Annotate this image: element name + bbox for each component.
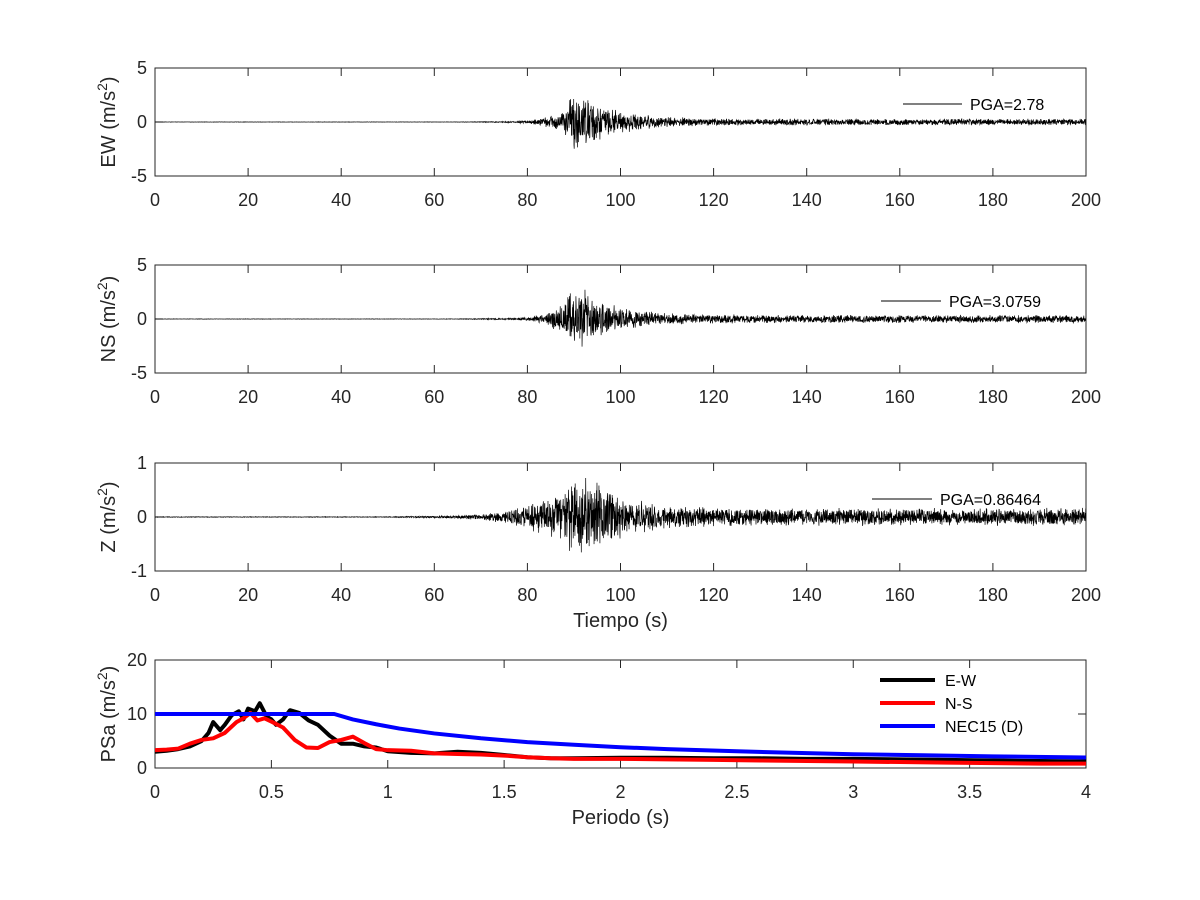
y-axis-label-main: NS (m/s xyxy=(98,290,120,362)
x-tick-label: 0 xyxy=(150,387,160,407)
y-axis-label-end: ) xyxy=(98,666,120,673)
x-tick-label: 20 xyxy=(238,387,258,407)
x-tick-label: 40 xyxy=(331,387,351,407)
legend-entry: NEC15 (D) xyxy=(945,719,1023,736)
pga-legend-label: PGA=2.78 xyxy=(970,97,1044,114)
x-tick-label: 20 xyxy=(238,585,258,605)
y-tick-label: 5 xyxy=(137,255,147,275)
y-axis-label-superscript: 2 xyxy=(94,83,110,91)
x-tick-label: 120 xyxy=(699,387,729,407)
y-axis-label: PSa (m/s2) xyxy=(94,666,120,763)
y-axis-label-main: EW (m/s xyxy=(98,91,120,168)
x-tick-label: 1 xyxy=(383,782,393,802)
x-axis-label: Periodo (s) xyxy=(572,807,670,829)
y-axis-label-superscript: 2 xyxy=(94,488,110,496)
legend: E-W N-S NEC15 (D) xyxy=(880,673,1023,736)
x-tick-label: 160 xyxy=(885,585,915,605)
x-tick-label: 0.5 xyxy=(259,782,284,802)
y-tick-label: 1 xyxy=(137,453,147,473)
x-tick-label: 0 xyxy=(150,782,160,802)
y-tick-label: 20 xyxy=(127,650,147,670)
spectrum-line-3 xyxy=(155,712,1086,760)
x-tick-label: 80 xyxy=(517,585,537,605)
y-tick-label: 0 xyxy=(137,507,147,527)
y-tick-label: 10 xyxy=(127,704,147,724)
x-tick-label: 160 xyxy=(885,387,915,407)
x-tick-label: 140 xyxy=(792,585,822,605)
y-tick-label: -5 xyxy=(131,166,147,186)
acceleration-trace xyxy=(155,289,1086,347)
x-tick-label: 1.5 xyxy=(492,782,517,802)
acceleration-trace xyxy=(155,98,1086,149)
x-tick-label: 200 xyxy=(1071,387,1101,407)
y-axis-label-main: Z (m/s xyxy=(98,496,120,553)
x-tick-label: 100 xyxy=(605,585,635,605)
y-tick-label: 0 xyxy=(137,112,147,132)
x-tick-label: 200 xyxy=(1071,585,1101,605)
y-axis-label-superscript: 2 xyxy=(94,672,110,680)
x-tick-label: 120 xyxy=(699,585,729,605)
y-axis-label-end: ) xyxy=(98,76,120,83)
y-tick-label: -1 xyxy=(131,561,147,581)
y-axis-label: EW (m/s2) xyxy=(94,76,120,167)
x-axis-label: Tiempo (s) xyxy=(573,610,668,632)
y-axis-label-superscript: 2 xyxy=(94,282,110,290)
y-tick-label: 0 xyxy=(137,758,147,778)
y-axis-label-end: ) xyxy=(98,276,120,283)
x-tick-label: 180 xyxy=(978,585,1008,605)
x-tick-label: 2 xyxy=(615,782,625,802)
legend-entry: N-S xyxy=(945,696,973,713)
x-tick-label: 2.5 xyxy=(724,782,749,802)
x-tick-label: 180 xyxy=(978,387,1008,407)
x-tick-label: 40 xyxy=(331,585,351,605)
x-tick-label: 0 xyxy=(150,190,160,210)
x-tick-label: 3.5 xyxy=(957,782,982,802)
x-tick-label: 40 xyxy=(331,190,351,210)
x-tick-label: 80 xyxy=(517,190,537,210)
y-axis-label-main: PSa (m/s xyxy=(98,680,120,762)
spectrum-line-2 xyxy=(155,710,1086,766)
pga-legend-label: PGA=3.0759 xyxy=(949,294,1041,311)
x-tick-label: 180 xyxy=(978,190,1008,210)
x-tick-label: 140 xyxy=(792,190,822,210)
y-tick-label: 5 xyxy=(137,58,147,78)
x-tick-label: 100 xyxy=(605,387,635,407)
x-tick-label: 80 xyxy=(517,387,537,407)
y-tick-label: 0 xyxy=(137,309,147,329)
acceleration-trace xyxy=(155,478,1086,553)
x-tick-label: 160 xyxy=(885,190,915,210)
x-tick-label: 3 xyxy=(848,782,858,802)
pga-legend-label: PGA=0.86464 xyxy=(940,492,1041,509)
x-tick-label: 100 xyxy=(605,190,635,210)
x-tick-label: 0 xyxy=(150,585,160,605)
x-tick-label: 20 xyxy=(238,190,258,210)
x-tick-label: 60 xyxy=(424,585,444,605)
y-axis-label: Z (m/s2) xyxy=(94,481,120,552)
y-axis-label-end: ) xyxy=(98,481,120,488)
x-tick-label: 60 xyxy=(424,387,444,407)
x-tick-label: 140 xyxy=(792,387,822,407)
x-tick-label: 120 xyxy=(699,190,729,210)
x-tick-label: 200 xyxy=(1071,190,1101,210)
y-axis-label: NS (m/s2) xyxy=(94,276,120,363)
legend-entry: E-W xyxy=(945,673,977,690)
x-tick-label: 4 xyxy=(1081,782,1091,802)
y-tick-label: -5 xyxy=(131,363,147,383)
x-tick-label: 60 xyxy=(424,190,444,210)
